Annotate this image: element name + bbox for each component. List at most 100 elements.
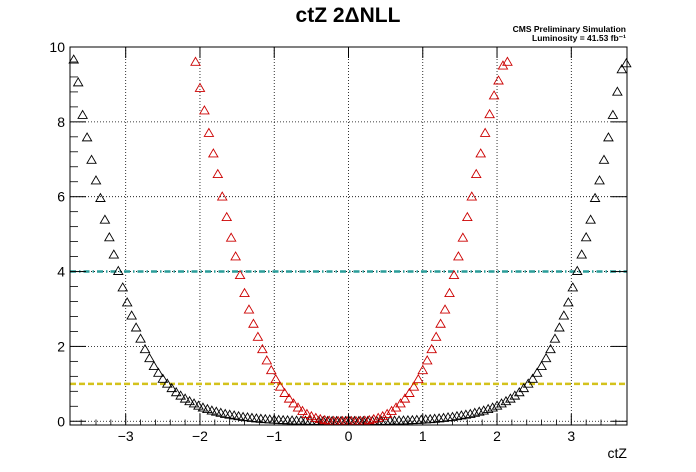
series-1-point-23 xyxy=(292,402,304,412)
series-1-point-9 xyxy=(230,251,241,261)
series-1-point-49 xyxy=(408,381,420,391)
series-1-point-18 xyxy=(270,373,282,384)
x-tick-label-2: −1 xyxy=(266,428,282,444)
grid xyxy=(70,46,627,425)
series-0-point-12 xyxy=(121,297,133,307)
series-0-point-19 xyxy=(152,367,164,377)
series-0-point-87 xyxy=(456,410,467,420)
series-0-point-23 xyxy=(170,386,182,397)
series-0-point-88 xyxy=(460,409,472,419)
series-1-point-54 xyxy=(430,331,442,341)
series-1-point-57 xyxy=(444,287,455,298)
series-0-point-109 xyxy=(554,322,565,332)
series-0-point-108 xyxy=(549,333,561,343)
series-1-point-1 xyxy=(194,82,206,92)
series-1-point-65 xyxy=(479,127,491,137)
x-tick-label-1: −2 xyxy=(192,428,208,444)
series-1-point-58 xyxy=(448,269,460,280)
series-0-point-97 xyxy=(500,395,512,406)
y-tick-label-4: 8 xyxy=(57,114,65,130)
series-0-point-94 xyxy=(487,402,498,412)
series-1-point-47 xyxy=(399,393,411,403)
x-tick-label-3: 0 xyxy=(345,428,353,444)
series-0-point-105 xyxy=(536,360,547,371)
series-0-point-98 xyxy=(505,393,516,403)
annotation-luminosity: Luminosity = 41.53 fb⁻¹ xyxy=(532,33,626,43)
series-1-point-60 xyxy=(457,232,469,242)
series-0-point-113 xyxy=(571,265,583,275)
series-1-point-40 xyxy=(368,413,380,424)
series-0-point-86 xyxy=(451,410,463,421)
series-0-point-8 xyxy=(103,232,115,242)
series-0-point-95 xyxy=(491,400,503,410)
series-0-point-106 xyxy=(540,352,552,363)
series-0-point-110 xyxy=(558,310,570,320)
series-1-point-53 xyxy=(426,343,438,354)
series-1-point-10 xyxy=(234,269,246,280)
series-1-point-64 xyxy=(475,148,487,158)
series-1-point-3 xyxy=(203,127,215,137)
series-1-point-4 xyxy=(207,148,219,158)
series-0-point-124 xyxy=(620,57,632,68)
series-0-point-26 xyxy=(184,395,195,406)
x-axis-label: ctZ xyxy=(608,445,628,461)
series-0-point-11 xyxy=(117,282,129,292)
series-0-point-107 xyxy=(545,343,556,354)
series-0-point-123 xyxy=(616,63,628,74)
series-0-point-22 xyxy=(166,382,178,393)
series-1-point-17 xyxy=(265,364,277,375)
series-0-point-1 xyxy=(72,77,84,87)
series-0-point-115 xyxy=(580,232,592,242)
series-0-point-25 xyxy=(179,393,191,403)
series-0-point-24 xyxy=(175,390,187,400)
series-1-point-15 xyxy=(256,343,268,354)
series-0-point-116 xyxy=(585,214,596,224)
series-1-point-51 xyxy=(417,364,429,375)
series-1-point-0 xyxy=(190,56,201,66)
x-tick-label-0: −3 xyxy=(118,428,134,444)
series-0-point-89 xyxy=(464,408,476,418)
series-1-point-42 xyxy=(377,410,389,421)
series-1-point-27 xyxy=(310,412,322,422)
series-1-point-63 xyxy=(470,168,482,179)
series-0-point-15 xyxy=(135,333,146,343)
series-0-point-27 xyxy=(188,398,200,408)
series-0-point-117 xyxy=(589,192,601,202)
series-0-point-6 xyxy=(95,192,106,202)
series-0-point-99 xyxy=(509,390,521,400)
series-1-point-21 xyxy=(283,393,295,403)
series-1-point-59 xyxy=(453,251,464,261)
series-1-point-6 xyxy=(216,191,228,201)
reference-lines xyxy=(70,270,627,386)
series-0-point-30 xyxy=(202,403,213,414)
series-0-point-4 xyxy=(86,154,97,164)
series-0-point-90 xyxy=(469,407,481,417)
series-0-point-21 xyxy=(161,378,173,388)
series-1-point-24 xyxy=(297,405,308,415)
series-0-point-13 xyxy=(126,310,138,320)
series-0-point-118 xyxy=(594,175,605,185)
y-tick-label-5: 10 xyxy=(49,39,65,55)
series-1-point-13 xyxy=(248,318,259,328)
series-1-point-70 xyxy=(502,56,513,66)
series-0-point-112 xyxy=(567,282,579,292)
y-tick-label-2: 4 xyxy=(57,264,65,280)
series-0-point-122 xyxy=(611,86,623,96)
x-tick-label-6: 3 xyxy=(567,428,575,444)
series-1-point-68 xyxy=(493,75,504,85)
series-1-point-8 xyxy=(225,232,237,242)
series-1-point-39 xyxy=(363,414,375,425)
x-tick-label-5: 2 xyxy=(493,428,501,444)
series-0-point-14 xyxy=(130,322,142,332)
series-0-point-102 xyxy=(522,378,534,388)
series-0-point-121 xyxy=(607,109,619,119)
series-0-point-28 xyxy=(193,400,204,410)
series-0-point-111 xyxy=(562,297,574,307)
series-1-point-16 xyxy=(261,355,273,365)
series-0-point-2 xyxy=(77,109,89,119)
series-0-point-3 xyxy=(81,132,93,142)
series-1-point-43 xyxy=(381,408,393,418)
series-1-point-14 xyxy=(252,331,264,341)
series-1-point-25 xyxy=(301,408,313,418)
